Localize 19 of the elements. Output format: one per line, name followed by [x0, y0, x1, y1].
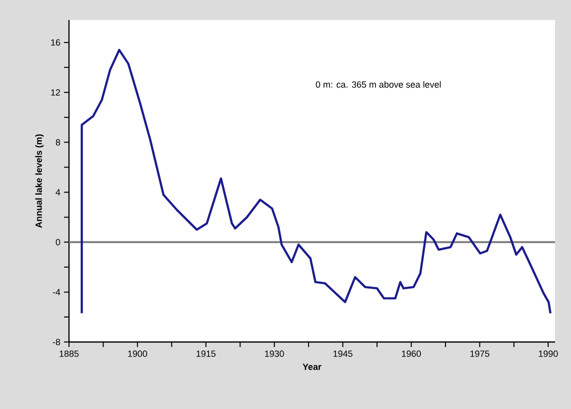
x-tick-label: 1990	[538, 350, 558, 357]
x-tick-label: 1915	[196, 350, 216, 357]
y-tick-label: 8	[56, 139, 60, 146]
annotation: 0 m: ca. 365 m above sea level	[316, 81, 441, 88]
x-tick-label: 1885	[60, 350, 79, 357]
y-tick-label: 16	[51, 39, 60, 46]
y-tick-label: -4	[52, 288, 60, 296]
x-tick-label: 1975	[470, 350, 490, 357]
x-tick-label: 1945	[334, 350, 352, 357]
x-axis-title: Year	[302, 364, 322, 370]
x-tick-label: 1900	[128, 350, 148, 357]
x-tick-label: 1930	[265, 350, 284, 357]
y-tick-label: -8	[52, 338, 60, 346]
y-axis-title: Annual lake levels (m)	[35, 134, 44, 228]
y-tick-label: 0	[56, 238, 60, 246]
y-tick-label: 4	[56, 189, 60, 196]
y-tick-label: 12	[51, 89, 60, 96]
line-series	[80, 48, 552, 314]
x-tick-label: 1960	[402, 350, 421, 357]
